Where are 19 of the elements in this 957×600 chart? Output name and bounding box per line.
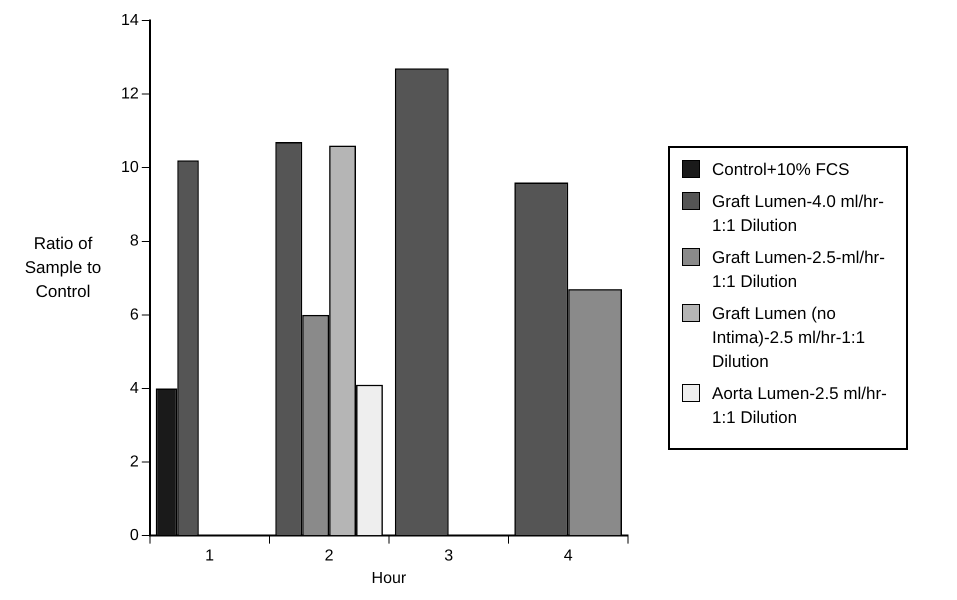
y-tick-label: 12	[121, 86, 139, 103]
x-axis-title: Hour	[372, 570, 407, 587]
legend-label: Graft Lumen (no Intima)-2.5 ml/hr-1:1 Dilution	[712, 303, 866, 373]
legend-label: Aorta Lumen-2.5 ml/hr-1:1 Dilution	[712, 383, 888, 429]
y-tick-label: 6	[130, 306, 139, 324]
legend-label: Graft Lumen-2.5-ml/hr-1:1 Dilution	[712, 247, 886, 293]
y-tick-label: 10	[121, 159, 139, 176]
y-tick-label: 0	[130, 527, 139, 544]
y-tick-label: 2	[130, 453, 139, 470]
legend-label: Graft Lumen-4.0 ml/hr-1:1 Dilution	[712, 191, 885, 237]
y-tick-label: 8	[130, 232, 139, 250]
y-tick-label: 14	[121, 12, 139, 30]
x-tick-label: 1	[205, 548, 214, 565]
x-tick-label: 3	[444, 548, 454, 565]
y-axis-title: Ratio of Sample to Control	[24, 233, 102, 303]
x-tick-label: 2	[324, 548, 334, 565]
x-tick-label: 4	[564, 548, 573, 565]
legend-label: Control+10% FCS	[712, 159, 850, 181]
y-tick-label: 4	[130, 380, 139, 397]
